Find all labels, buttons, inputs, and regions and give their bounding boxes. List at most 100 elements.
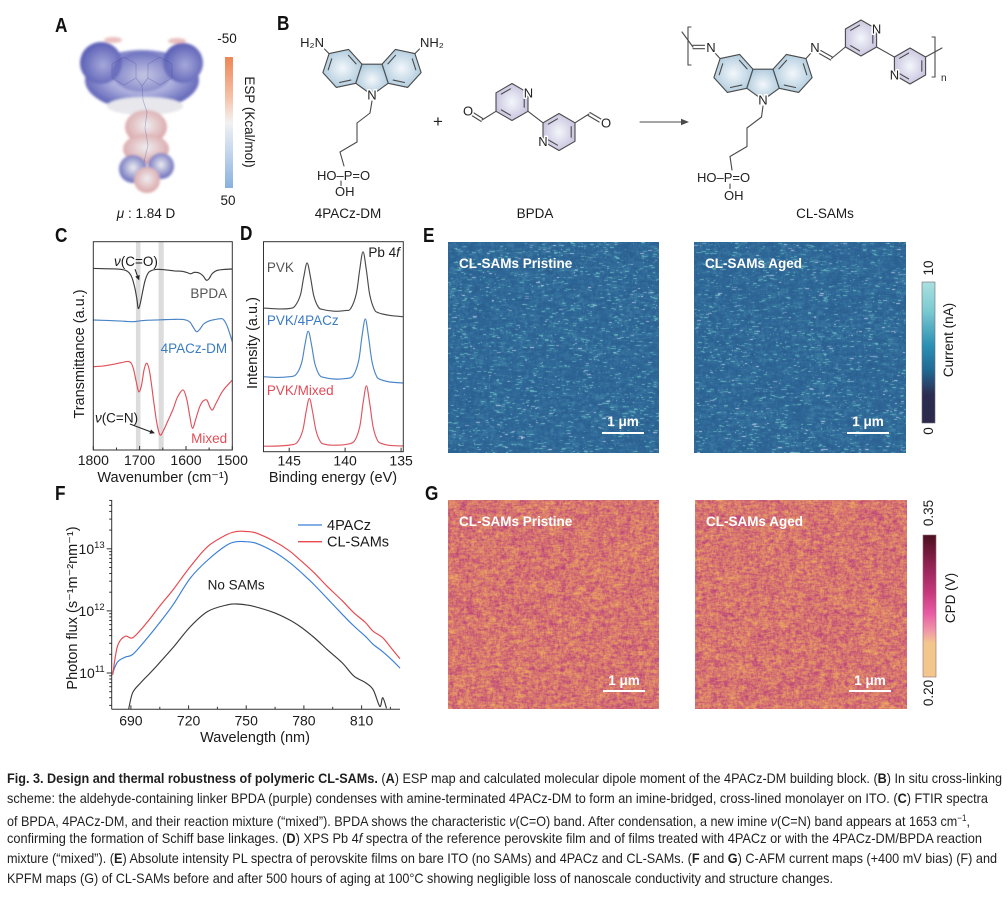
atom-label-aldehyde-o-left: O	[463, 104, 473, 119]
panel-e: E CL-SAMs Pristine CL-SAMs Aged 1 μm 1 μ…	[423, 224, 956, 435]
y-axis-title: Intensity (a.u.)	[245, 297, 261, 389]
figure-caption: Fig. 3. Design and thermal robustness of…	[7, 768, 1008, 888]
cpd-colorbar-min-label: 0.20	[921, 680, 936, 706]
figure-canvas: A -50 50	[55, 12, 958, 746]
atom-label-carbazole-n: N	[367, 88, 376, 103]
reactant-4pacz-dm-pyrrole-ring	[355, 63, 389, 96]
esp-colorbar-title: ESP (Kcal/mol)	[242, 76, 257, 167]
map-title-pristine: CL-SAMs Pristine	[459, 256, 573, 271]
esp-neutral-band	[107, 97, 183, 115]
aromatic-inner-bond	[500, 88, 512, 95]
x-tick-label: 145	[278, 453, 302, 469]
caption-line: mixture (“mixed”). (E) Absolute intensit…	[7, 848, 1008, 868]
annotation-pvk-4pacz: PVK/4PACz	[267, 313, 339, 328]
atom-label-amine-right: NH₂	[420, 35, 444, 50]
cpd-colorbar	[922, 534, 937, 678]
annotation-no-sams: No SAMs	[208, 578, 265, 593]
hydroxyl-label: OH	[335, 184, 355, 199]
esp-positive-spot	[104, 37, 122, 43]
esp-right-lobe	[163, 43, 203, 83]
scale-bar-label: 1 μm	[854, 673, 886, 688]
imine-ch-bond	[830, 46, 846, 60]
phosphonic-acid-label: HO–P=O	[697, 170, 750, 185]
panel-b: B H₂N NH₂ N HO–P=O OH 4PACz-DM + O N N O…	[277, 12, 947, 221]
aromatic-inner-bond	[547, 118, 559, 125]
aromatic-inner-bond	[411, 58, 417, 71]
imine-double-bond	[820, 49, 833, 58]
caption-text: (C=O) band. After condensation, a new im…	[515, 813, 771, 829]
y-tick-exponent: 11	[95, 664, 105, 675]
caption-text: (C=N) band appears at 1653 cm	[777, 813, 958, 829]
amine-bond	[323, 48, 330, 55]
series-line-bpda	[93, 267, 233, 310]
aromatic-inner-bond	[500, 109, 512, 116]
panel-label-d: D	[240, 222, 252, 245]
current-map-pristine	[448, 242, 659, 453]
butyl-chain-bond	[729, 145, 748, 158]
imine-double-bond	[818, 52, 832, 61]
aromatic-inner-bond	[778, 59, 788, 70]
nu-symbol: ν	[95, 411, 102, 426]
x-tick-label: 135	[389, 453, 413, 469]
aromatic-inner-bond	[327, 58, 333, 71]
butyl-chain-bond	[746, 116, 763, 129]
caption-text: ν	[770, 813, 778, 829]
annotation-nu-c-n: ν(C=N)	[95, 411, 138, 426]
caption-text: ν	[509, 813, 516, 829]
molecule-label-cl-sams: CL-SAMs	[796, 206, 854, 221]
x-axis-title: Wavelength (nm)	[200, 730, 310, 746]
aromatic-inner-bond	[899, 73, 910, 80]
y-tick-label: 1012	[79, 602, 105, 619]
aromatic-inner-bond	[729, 84, 743, 89]
y-tick-label: 1013	[79, 540, 105, 557]
ftir-spectra-chart: 1800 1700 1600 1500 Wavenumber (cm⁻¹) Transmi…	[72, 241, 248, 486]
caption-line: Fig. 3. Design and thermal robustness of…	[7, 768, 1008, 788]
caption-text: ) ESP map and calculated molecular dipol…	[394, 770, 878, 786]
skeleton-ring	[111, 56, 137, 86]
caption-bold-text: E	[113, 850, 123, 866]
caption-text: (	[377, 770, 386, 786]
panel-label-b: B	[277, 12, 289, 35]
current-map-aged	[694, 242, 906, 453]
caption-bold-text: C	[897, 790, 907, 806]
x-tick-label: 140	[333, 453, 357, 469]
aromatic-inner-bond	[338, 79, 352, 84]
kpfm-map-pristine	[448, 500, 659, 709]
bpda-pyridine-ring-2	[542, 112, 576, 152]
atom-label-pyridine-n: N	[538, 134, 547, 149]
caption-line-text: of BPDA, 4PACz-DM, and their reaction mi…	[7, 808, 970, 831]
x-tick-label: 1500	[217, 452, 248, 468]
annotation-text: PVK	[267, 260, 294, 275]
series-line-pvk	[263, 251, 404, 318]
bipyridine-bond	[876, 46, 895, 58]
butyl-chain-bond	[369, 100, 373, 114]
bipyridine-bond	[527, 110, 544, 124]
panel-label-e: E	[423, 224, 434, 247]
x-tick-label: 1700	[124, 452, 155, 468]
series-line-no-sams	[128, 603, 388, 710]
dipole-symbol: μ	[116, 206, 125, 221]
aromatic-inner-bond	[387, 54, 397, 65]
caption-bold-text: F	[691, 850, 700, 866]
x-axis-title: Binding energy (eV)	[269, 470, 397, 486]
series-line-4pacz-dm	[93, 317, 233, 342]
y-tick-exponent: 13	[94, 540, 105, 551]
caption-text: ,	[966, 813, 970, 829]
caption-bold-text: D	[286, 830, 296, 846]
atom-label-pyridine-n: N	[872, 22, 881, 37]
annotation-arrow-head	[135, 275, 140, 281]
annotation-text: PVK/Mixed	[267, 383, 334, 398]
legend-label-cl-sams: CL-SAMs	[327, 535, 389, 551]
annotation-arrow	[134, 269, 138, 276]
reaction-arrow-head	[681, 118, 689, 126]
annotation-text: PVK/4PACz	[267, 313, 339, 328]
cpd-colorbar-max-label: 0.35	[921, 500, 936, 526]
atom-label-imine-n-left: N	[706, 40, 715, 55]
caption-text: spectra of the reference perovskite film…	[362, 830, 982, 846]
annotation-text: 4PACz-DM	[161, 341, 228, 356]
caption-text: ) Absolute intensity PL spectra of perov…	[122, 850, 692, 866]
caption-text: f	[358, 830, 363, 846]
